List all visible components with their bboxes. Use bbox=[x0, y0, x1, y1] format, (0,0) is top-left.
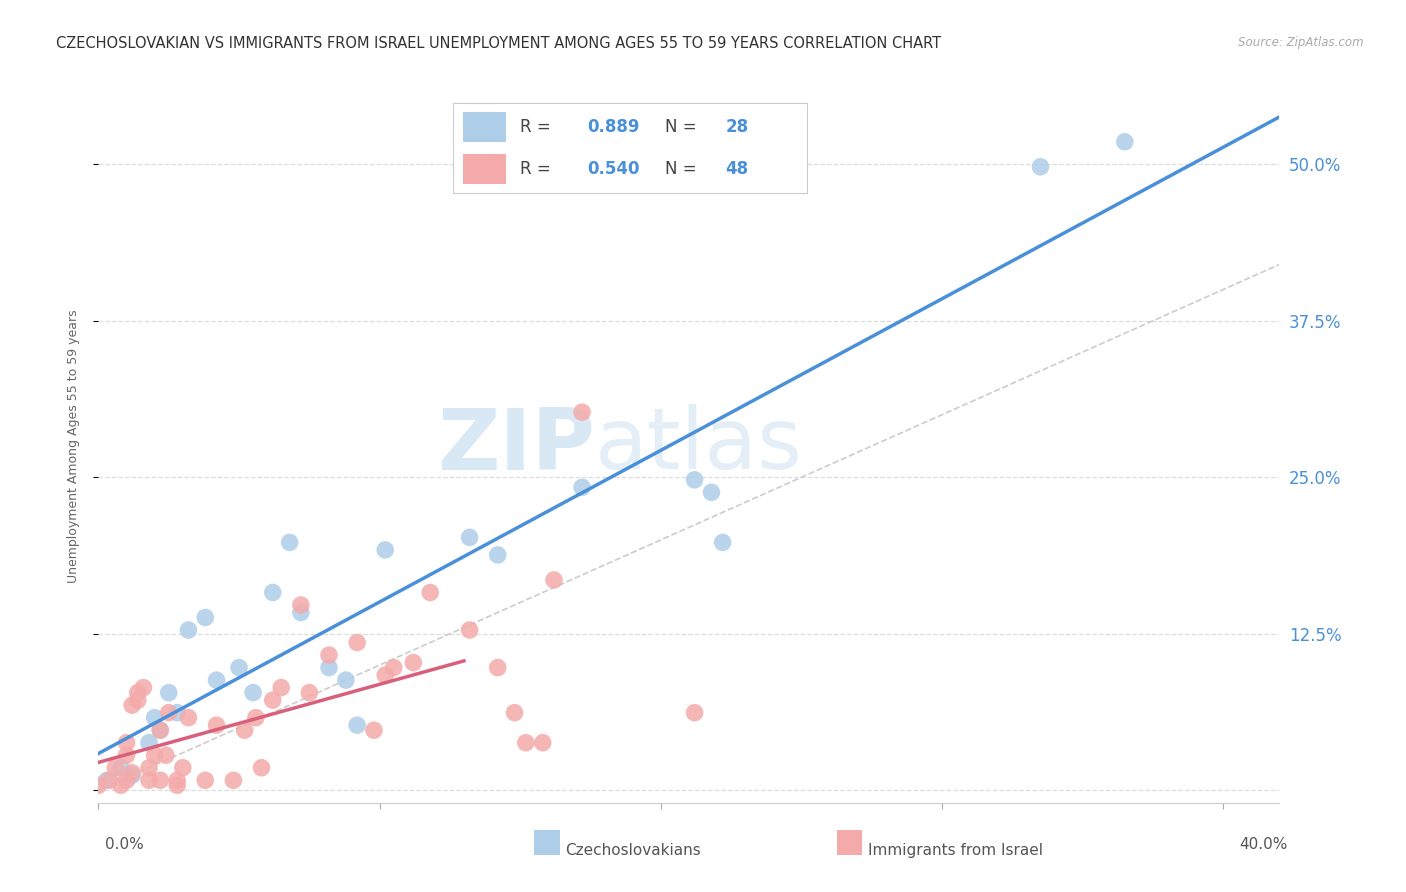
Point bbox=[346, 718, 368, 732]
Point bbox=[1029, 160, 1052, 174]
Point bbox=[335, 673, 357, 687]
Point bbox=[155, 748, 177, 763]
Point bbox=[121, 765, 143, 780]
Point bbox=[543, 573, 565, 587]
Point bbox=[121, 768, 143, 782]
Text: 40.0%: 40.0% bbox=[1240, 837, 1288, 852]
Point bbox=[290, 598, 312, 612]
Point bbox=[270, 681, 292, 695]
Point bbox=[711, 535, 734, 549]
Point bbox=[382, 660, 405, 674]
Point bbox=[115, 773, 138, 788]
Point bbox=[157, 685, 180, 699]
Point bbox=[194, 610, 217, 624]
Point bbox=[110, 761, 132, 775]
Y-axis label: Unemployment Among Ages 55 to 59 years: Unemployment Among Ages 55 to 59 years bbox=[67, 310, 80, 582]
Point bbox=[290, 606, 312, 620]
Point bbox=[138, 761, 160, 775]
Point bbox=[250, 761, 273, 775]
Point bbox=[149, 723, 172, 738]
Point bbox=[87, 778, 110, 792]
Point bbox=[683, 473, 706, 487]
Text: Immigrants from Israel: Immigrants from Israel bbox=[868, 843, 1042, 858]
Point bbox=[138, 736, 160, 750]
Point bbox=[143, 748, 166, 763]
Point bbox=[262, 585, 284, 599]
Point bbox=[245, 711, 267, 725]
Point bbox=[205, 718, 228, 732]
Point bbox=[262, 693, 284, 707]
Point bbox=[166, 778, 188, 792]
Point bbox=[110, 778, 132, 792]
Point bbox=[571, 480, 593, 494]
Point bbox=[1114, 135, 1136, 149]
Point bbox=[402, 656, 425, 670]
Point bbox=[194, 773, 217, 788]
Point bbox=[166, 706, 188, 720]
Point bbox=[149, 773, 172, 788]
Point bbox=[486, 660, 509, 674]
Point bbox=[177, 711, 200, 725]
Point bbox=[149, 723, 172, 738]
Point bbox=[531, 736, 554, 750]
Point bbox=[571, 405, 593, 419]
Point bbox=[298, 685, 321, 699]
Point bbox=[172, 761, 194, 775]
Point bbox=[177, 623, 200, 637]
Point bbox=[127, 685, 149, 699]
Point bbox=[374, 668, 396, 682]
Point bbox=[104, 761, 127, 775]
Point bbox=[278, 535, 301, 549]
Point bbox=[486, 548, 509, 562]
Point bbox=[132, 681, 155, 695]
Point bbox=[419, 585, 441, 599]
Point bbox=[374, 542, 396, 557]
Point bbox=[157, 706, 180, 720]
Point bbox=[143, 711, 166, 725]
Point bbox=[363, 723, 385, 738]
Point bbox=[127, 693, 149, 707]
Point bbox=[121, 698, 143, 713]
Point bbox=[115, 748, 138, 763]
Point bbox=[458, 530, 481, 544]
Point bbox=[700, 485, 723, 500]
Point bbox=[96, 773, 118, 788]
Point bbox=[318, 648, 340, 662]
Point bbox=[242, 685, 264, 699]
Text: CZECHOSLOVAKIAN VS IMMIGRANTS FROM ISRAEL UNEMPLOYMENT AMONG AGES 55 TO 59 YEARS: CZECHOSLOVAKIAN VS IMMIGRANTS FROM ISRAE… bbox=[56, 36, 942, 51]
Text: ZIP: ZIP bbox=[437, 404, 595, 488]
Point bbox=[683, 706, 706, 720]
Point bbox=[115, 736, 138, 750]
Point bbox=[138, 773, 160, 788]
Point bbox=[222, 773, 245, 788]
Text: atlas: atlas bbox=[595, 404, 803, 488]
Point bbox=[515, 736, 537, 750]
Point bbox=[233, 723, 256, 738]
Point bbox=[98, 773, 121, 788]
Point bbox=[228, 660, 250, 674]
Point bbox=[458, 623, 481, 637]
Text: Source: ZipAtlas.com: Source: ZipAtlas.com bbox=[1239, 36, 1364, 49]
Point bbox=[318, 660, 340, 674]
Point bbox=[346, 635, 368, 649]
Point bbox=[503, 706, 526, 720]
Point bbox=[166, 773, 188, 788]
Text: Czechoslovakians: Czechoslovakians bbox=[565, 843, 702, 858]
Text: 0.0%: 0.0% bbox=[105, 837, 145, 852]
Point bbox=[205, 673, 228, 687]
